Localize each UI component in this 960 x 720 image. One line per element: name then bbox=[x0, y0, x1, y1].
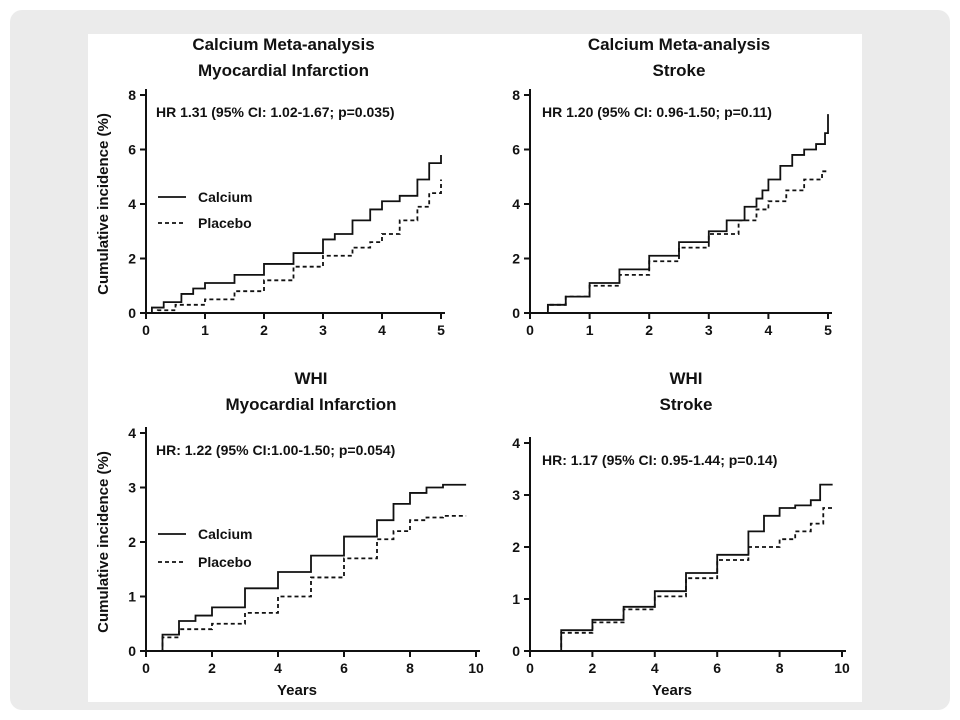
series-line-placebo bbox=[530, 170, 828, 314]
figure-panel: Calcium Meta-analysis Myocardial Infarcti… bbox=[88, 34, 862, 702]
chart-subtitle: Stroke bbox=[653, 61, 706, 80]
y-tick-label: 6 bbox=[128, 142, 136, 158]
x-tick-label: 1 bbox=[586, 322, 594, 338]
series-line-calcium bbox=[146, 154, 442, 314]
series-line-calcium bbox=[530, 114, 829, 314]
x-tick-label: 8 bbox=[406, 660, 414, 676]
x-tick-label: 0 bbox=[142, 322, 150, 338]
chart-panel-1: Calcium Meta-analysis Myocardial Infarcti… bbox=[95, 35, 445, 338]
x-tick-label: 10 bbox=[468, 660, 484, 676]
legend-label-calcium: Calcium bbox=[198, 526, 252, 542]
y-tick-label: 4 bbox=[128, 196, 136, 212]
legend-label-calcium: Calcium bbox=[198, 189, 252, 205]
y-tick-label: 2 bbox=[512, 539, 520, 555]
x-tick-label: 8 bbox=[776, 660, 784, 676]
chart-figure: Calcium Meta-analysis Myocardial Infarcti… bbox=[95, 35, 850, 699]
chart-title: Calcium Meta-analysis bbox=[588, 35, 770, 54]
legend-label-placebo: Placebo bbox=[198, 554, 252, 570]
x-tick-label: 6 bbox=[340, 660, 348, 676]
hazard-ratio-annotation: HR: 1.17 (95% CI: 0.95-1.44; p=0.14) bbox=[542, 452, 777, 468]
series-line-calcium bbox=[146, 483, 467, 652]
x-tick-label: 2 bbox=[589, 660, 597, 676]
y-tick-label: 2 bbox=[128, 534, 136, 550]
x-axis-label: Years bbox=[277, 682, 317, 699]
x-tick-label: 4 bbox=[765, 322, 773, 338]
y-tick-label: 0 bbox=[128, 643, 136, 659]
series-line-placebo bbox=[530, 507, 833, 652]
x-tick-label: 4 bbox=[378, 322, 386, 338]
x-tick-label: 10 bbox=[834, 660, 850, 676]
x-tick-label: 4 bbox=[274, 660, 282, 676]
series-line-placebo bbox=[146, 179, 442, 314]
series-line-calcium bbox=[530, 483, 833, 652]
x-tick-label: 3 bbox=[319, 322, 327, 338]
y-tick-label: 8 bbox=[512, 87, 520, 103]
hazard-ratio-annotation: HR 1.31 (95% CI: 1.02-1.67; p=0.035) bbox=[156, 104, 395, 120]
hazard-ratio-annotation: HR 1.20 (95% CI: 0.96-1.50; p=0.11) bbox=[542, 104, 772, 120]
x-tick-label: 5 bbox=[437, 322, 445, 338]
chart-title: WHI bbox=[669, 369, 702, 388]
x-axis-label: Years bbox=[652, 682, 692, 699]
y-tick-label: 6 bbox=[512, 142, 520, 158]
x-tick-label: 0 bbox=[142, 660, 150, 676]
chart-panel-3: WHI Myocardial Infarction 0 1 2 3 4 0 2 4 6 8 10 Cumu… bbox=[95, 369, 484, 699]
y-tick-label: 2 bbox=[128, 251, 136, 267]
chart-subtitle: Myocardial Infarction bbox=[198, 61, 369, 80]
y-tick-label: 0 bbox=[512, 643, 520, 659]
hazard-ratio-annotation: HR: 1.22 (95% CI:1.00-1.50; p=0.054) bbox=[156, 442, 395, 458]
x-tick-label: 1 bbox=[201, 322, 209, 338]
y-tick-label: 3 bbox=[512, 487, 520, 503]
y-tick-label: 2 bbox=[512, 251, 520, 267]
chart-subtitle: Stroke bbox=[660, 395, 713, 414]
x-tick-label: 0 bbox=[526, 322, 534, 338]
x-tick-label: 5 bbox=[824, 322, 832, 338]
y-tick-label: 4 bbox=[128, 425, 136, 441]
y-tick-label: 0 bbox=[512, 305, 520, 321]
chart-title: WHI bbox=[294, 369, 327, 388]
y-tick-label: 3 bbox=[128, 480, 136, 496]
chart-panel-4: WHI Stroke 0 1 2 3 4 0 2 4 6 8 10 Years HR: 1.17 (95% … bbox=[512, 369, 850, 699]
x-tick-label: 4 bbox=[651, 660, 659, 676]
chart-subtitle: Myocardial Infarction bbox=[226, 395, 397, 414]
y-tick-label: 4 bbox=[512, 196, 520, 212]
y-tick-label: 1 bbox=[128, 589, 136, 605]
x-tick-label: 6 bbox=[713, 660, 721, 676]
series-line-placebo bbox=[146, 514, 467, 652]
x-tick-label: 2 bbox=[260, 322, 268, 338]
y-tick-label: 0 bbox=[128, 305, 136, 321]
chart-panel-2: Calcium Meta-analysis Stroke 0 2 4 6 8 0 1 2 3 4 5 HR… bbox=[512, 35, 832, 338]
y-tick-label: 1 bbox=[512, 591, 520, 607]
y-axis-label: Cumulative incidence (%) bbox=[95, 451, 112, 633]
legend-label-placebo: Placebo bbox=[198, 215, 252, 231]
chart-title: Calcium Meta-analysis bbox=[192, 35, 374, 54]
y-tick-label: 8 bbox=[128, 87, 136, 103]
y-tick-label: 4 bbox=[512, 435, 520, 451]
x-tick-label: 3 bbox=[705, 322, 713, 338]
y-axis-label: Cumulative incidence (%) bbox=[95, 113, 112, 295]
x-tick-label: 0 bbox=[526, 660, 534, 676]
x-tick-label: 2 bbox=[645, 322, 653, 338]
x-tick-label: 2 bbox=[208, 660, 216, 676]
